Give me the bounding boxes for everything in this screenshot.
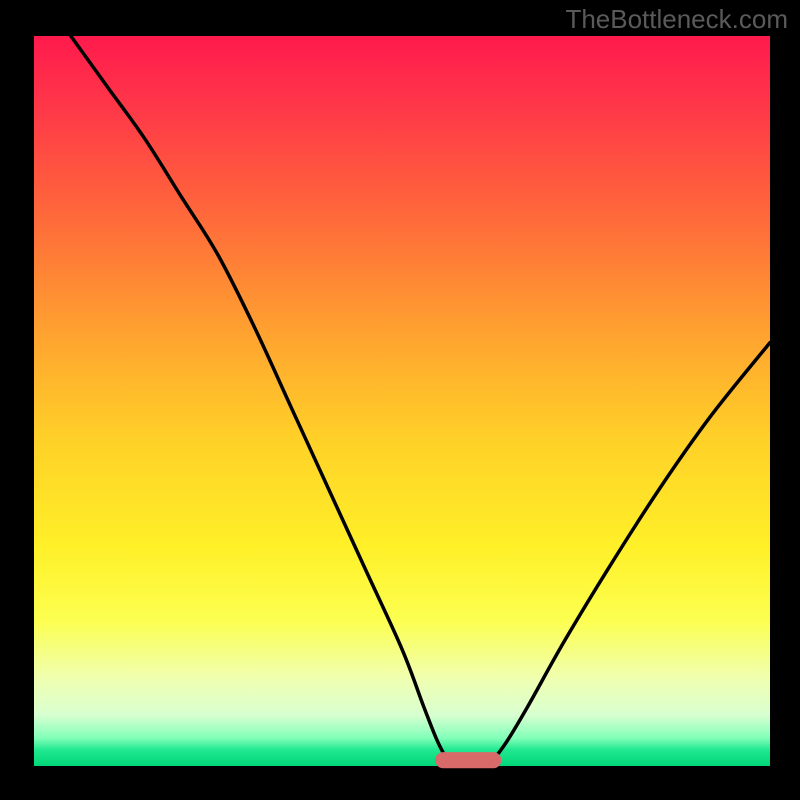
plot-background: [34, 36, 770, 766]
chart-container: { "watermark": { "text": "TheBottleneck.…: [0, 0, 800, 800]
optimal-marker: [435, 752, 501, 768]
bottleneck-chart: [0, 0, 800, 800]
watermark-text: TheBottleneck.com: [565, 4, 788, 35]
